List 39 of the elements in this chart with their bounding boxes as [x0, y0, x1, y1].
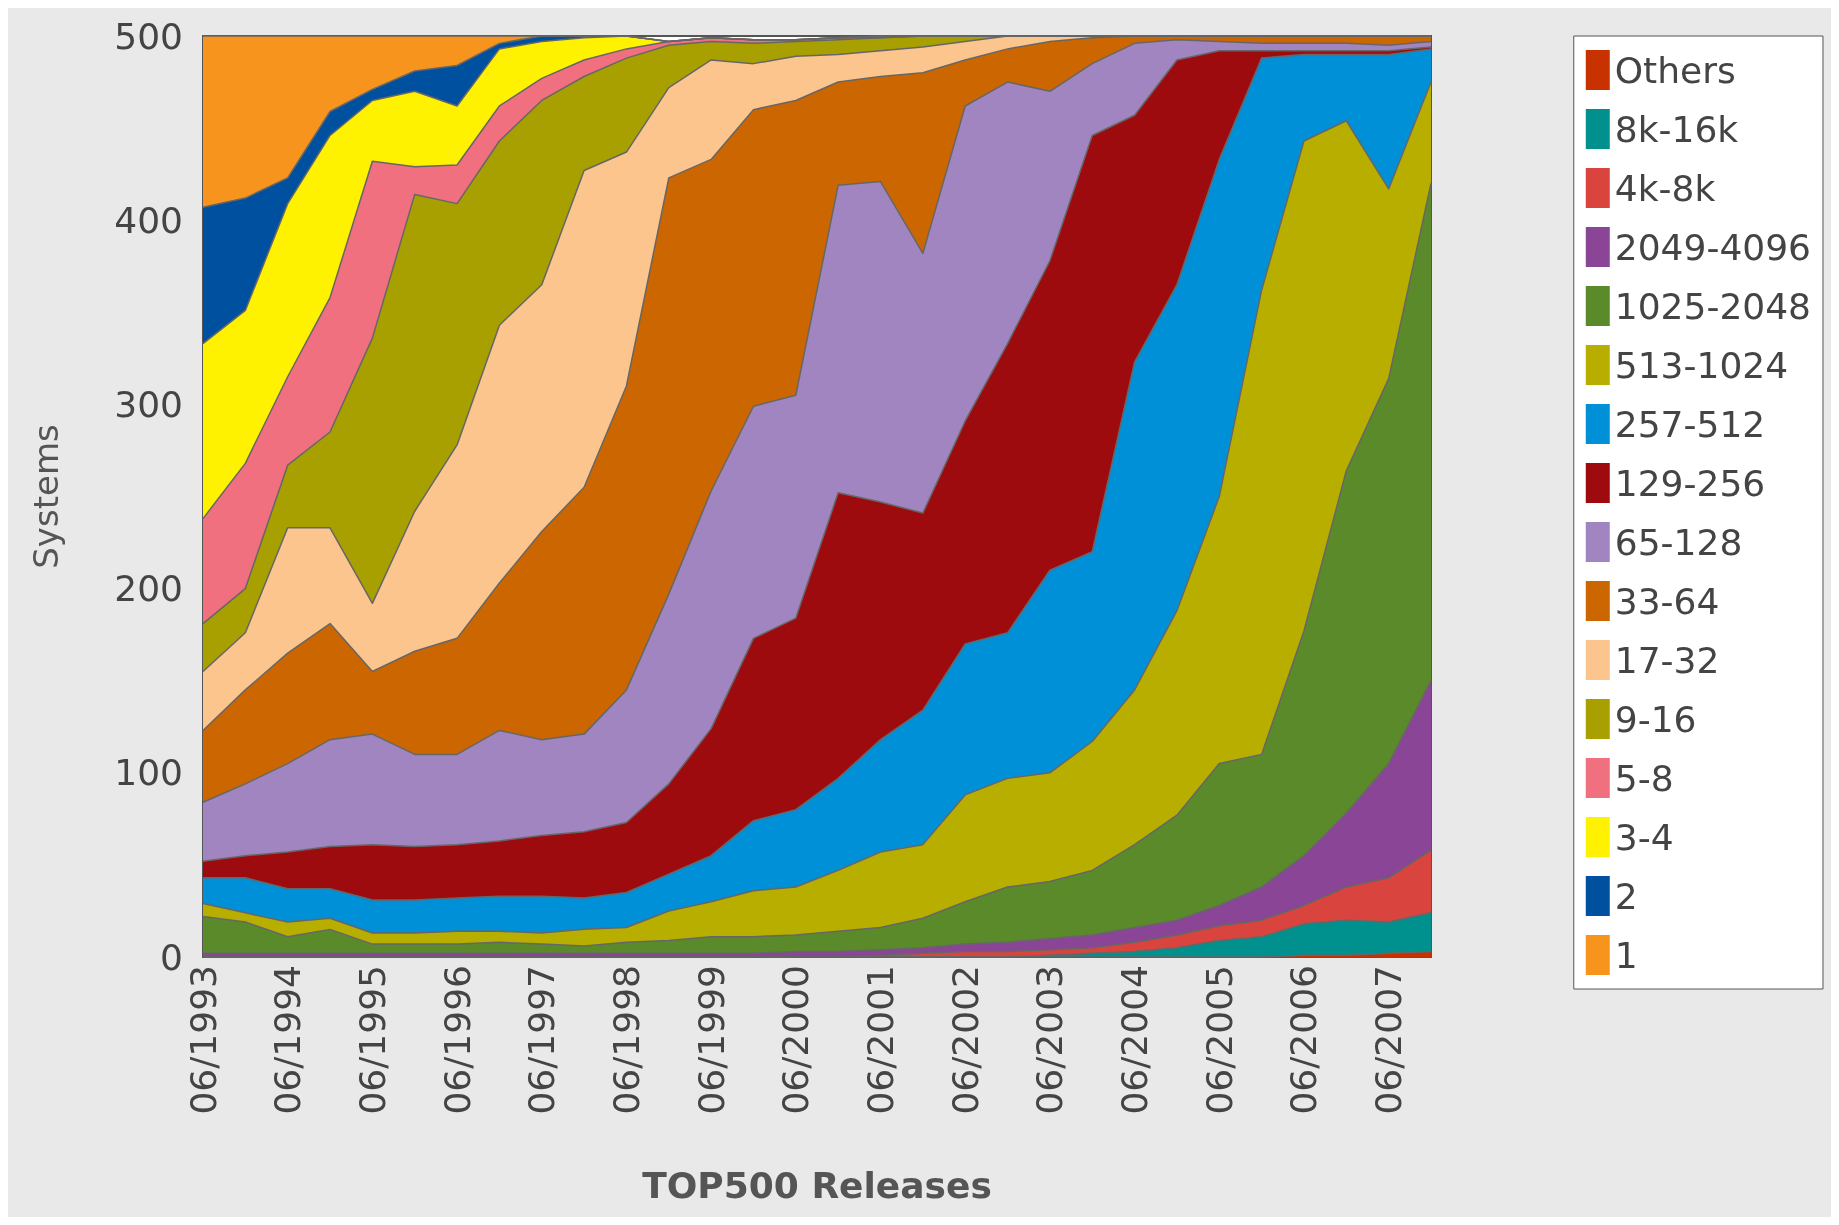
x-tick-label: 06/1993 [182, 965, 224, 1115]
y-tick-label: 100 [114, 752, 183, 794]
x-tick-label: 06/1995 [351, 965, 393, 1115]
x-tick-label: 06/1994 [267, 965, 309, 1115]
legend-label: 129-256 [1614, 462, 1766, 504]
x-tick-label: 06/2006 [1283, 965, 1325, 1115]
x-tick-label: 06/1996 [436, 965, 478, 1115]
y-tick-label: 300 [114, 383, 183, 425]
legend-label: 8k-16k [1614, 108, 1739, 150]
x-tick-label: 06/2005 [1198, 965, 1240, 1115]
x-tick-label: 06/2001 [860, 965, 902, 1115]
legend-label: 2049-4096 [1614, 226, 1812, 268]
x-tick-label: 06/1999 [690, 965, 732, 1115]
legend-label: 2 [1614, 875, 1638, 917]
y-tick-label: 500 [114, 15, 183, 57]
x-tick-label: 06/2002 [944, 965, 986, 1115]
x-tick-label: 06/1998 [605, 965, 647, 1115]
legend-label: 5-8 [1614, 757, 1674, 799]
legend-label: 1 [1614, 934, 1638, 976]
x-tick-label: 06/2007 [1368, 965, 1410, 1115]
x-tick-label: 06/2003 [1029, 965, 1071, 1115]
legend-label: 3-4 [1614, 816, 1674, 858]
legend-label: 65-128 [1614, 521, 1743, 563]
legend-label: 1025-2048 [1614, 285, 1812, 327]
legend-label: 513-1024 [1614, 344, 1789, 386]
y-axis-title: Systems [26, 424, 66, 569]
x-tick-label: 06/2004 [1114, 965, 1156, 1115]
legend-label: 257-512 [1614, 403, 1766, 445]
legend-label: Others [1614, 49, 1736, 91]
y-tick-label: 200 [114, 568, 183, 610]
legend-label: 33-64 [1614, 580, 1720, 622]
y-tick-label: 400 [114, 199, 183, 241]
x-axis-title: TOP500 Releases [642, 1164, 992, 1206]
legend-label: 4k-8k [1614, 167, 1716, 209]
legend-label: 17-32 [1614, 639, 1720, 681]
y-tick-label: 0 [160, 936, 183, 978]
x-tick-label: 06/2000 [775, 965, 817, 1115]
legend-label: 9-16 [1614, 698, 1697, 740]
x-tick-label: 06/1997 [521, 965, 563, 1115]
